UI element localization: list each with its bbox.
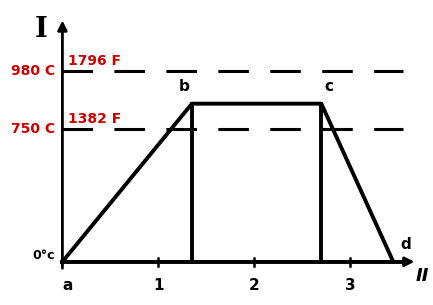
Text: a: a [62,278,72,293]
Text: 1796 F: 1796 F [68,54,121,68]
Text: 980 C: 980 C [11,64,55,78]
Text: d: d [400,238,411,253]
Text: II: II [415,267,429,285]
Text: b: b [179,79,190,94]
Text: I: I [35,16,48,43]
Text: 1: 1 [153,278,164,293]
Text: 3: 3 [345,278,355,293]
Text: 1382 F: 1382 F [68,112,121,126]
Text: 750 C: 750 C [11,122,55,136]
Text: 0°c: 0°c [32,249,55,263]
Text: 2: 2 [249,278,259,293]
Text: c: c [324,79,333,94]
